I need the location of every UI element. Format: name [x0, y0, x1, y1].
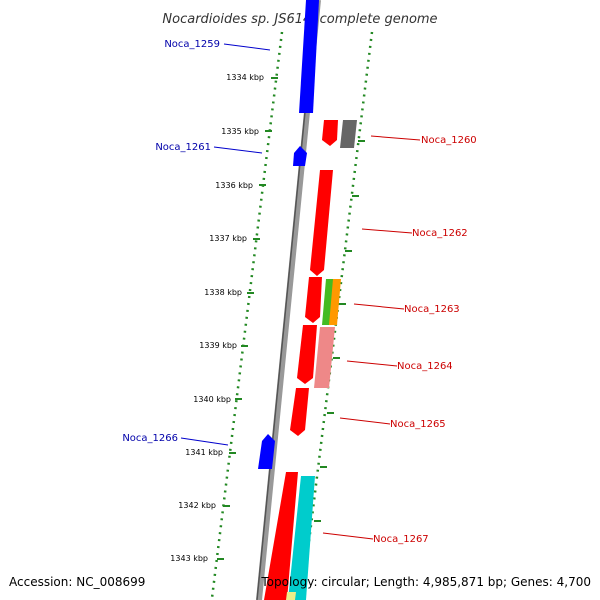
scale-label: 1342 kbp: [178, 501, 216, 510]
gene-noca-1267[interactable]: [264, 472, 298, 600]
gene-pink-feature[interactable]: [314, 327, 335, 388]
left-dotted-ring: [210, 31, 284, 599]
leader-line: [322, 532, 374, 540]
scale-label: 1343 kbp: [170, 554, 208, 563]
accession-text: Accession: NC_008699: [9, 575, 145, 589]
gene-grey-feature[interactable]: [340, 120, 357, 148]
gene-label-noca-1267[interactable]: Noca_1267: [373, 534, 429, 545]
gene-noca-1266[interactable]: [258, 434, 275, 469]
right-ring-ticks: [314, 140, 365, 522]
gene-orange-feature[interactable]: [329, 279, 341, 325]
leader-line: [346, 360, 398, 367]
gene-label-noca-1262[interactable]: Noca_1262: [412, 228, 468, 239]
gene-label-noca-1261[interactable]: Noca_1261: [155, 142, 211, 153]
leader-line: [223, 43, 271, 51]
leader-line: [180, 437, 229, 446]
scale-label: 1335 kbp: [221, 127, 259, 136]
scale-ticks: [217, 77, 278, 560]
gene-label-noca-1264[interactable]: Noca_1264: [397, 361, 453, 372]
scale-label: 1338 kbp: [204, 288, 242, 297]
gene-yellow-feature[interactable]: [286, 592, 296, 600]
map-title: Nocardioides sp. JS614, complete genome: [162, 12, 437, 27]
gene-label-noca-1259[interactable]: Noca_1259: [164, 39, 220, 50]
topology-text: Topology: circular; Length: 4,985,871 bp…: [260, 575, 591, 589]
scale-label: 1341 kbp: [185, 448, 223, 457]
gene-cyan-feature[interactable]: [288, 476, 315, 600]
gene-noca-1260[interactable]: [322, 120, 338, 146]
leader-line: [370, 135, 421, 141]
leader-line: [361, 228, 413, 234]
gene-label-noca-1260[interactable]: Noca_1260: [421, 135, 477, 146]
leader-lines: [180, 43, 421, 540]
scale-label: 1336 kbp: [215, 181, 253, 190]
leader-line: [353, 303, 405, 310]
gene-noca-1265[interactable]: [290, 388, 309, 436]
gene-noca-1262[interactable]: [310, 170, 333, 276]
gene-noca-1264[interactable]: [297, 325, 317, 384]
gene-label-noca-1263[interactable]: Noca_1263: [404, 304, 460, 315]
scale-label: 1337 kbp: [209, 234, 247, 243]
leader-line: [339, 417, 391, 425]
scale-label: 1340 kbp: [193, 395, 231, 404]
gene-noca-1259[interactable]: [299, 0, 319, 113]
gene-label-noca-1266[interactable]: Noca_1266: [122, 433, 178, 444]
gene-label-noca-1265[interactable]: Noca_1265: [390, 419, 446, 430]
scale-label: 1339 kbp: [199, 341, 237, 350]
gene-noca-1263[interactable]: [305, 277, 322, 323]
scale-labels: 1334 kbp 1335 kbp 1336 kbp 1337 kbp 1338…: [170, 73, 264, 563]
leader-line: [213, 146, 263, 154]
scale-label: 1334 kbp: [226, 73, 264, 82]
gene-noca-1261[interactable]: [293, 146, 307, 166]
